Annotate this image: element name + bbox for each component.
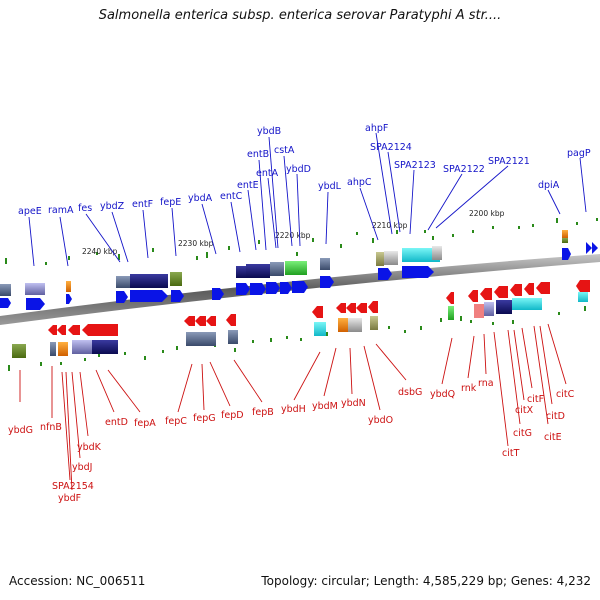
genome-title: Salmonella enterica subsp. enterica sero… <box>98 8 502 23</box>
bottom-gene-labels: ybdG nfnB SPA2154 ybdF ybdJ ybdK entD fe… <box>8 323 575 504</box>
gene-label: SPA2123 <box>394 160 436 171</box>
gene-label: ybdJ <box>72 462 92 473</box>
gene-label: ybdQ <box>430 389 455 400</box>
gene-label: citD <box>546 411 565 422</box>
gene-label: fepG <box>193 413 216 424</box>
gene-label: ybdN <box>341 398 366 409</box>
gene-label: entB <box>247 149 269 160</box>
gene-label: citE <box>544 432 562 443</box>
gene-label: fes <box>78 203 92 214</box>
gene-label: citG <box>513 428 532 439</box>
ruler-tick-label: 2240 kbp <box>82 247 118 256</box>
cog-blocks-top <box>0 230 568 296</box>
gene-label: ybdD <box>286 164 311 175</box>
gene-label: ybdB <box>257 126 281 137</box>
ruler-tick-label: 2210 kbp <box>372 221 408 230</box>
gene-label: SPA2121 <box>488 156 530 167</box>
gene-label: entC <box>220 191 243 202</box>
gene-label: apeE <box>18 206 42 217</box>
gene-label: pagP <box>567 148 591 159</box>
gene-label: rna <box>478 378 494 389</box>
gc-track-top <box>5 218 598 265</box>
forward-genes <box>0 242 598 310</box>
gene-label: dpiA <box>538 180 560 191</box>
gene-label: citC <box>556 389 575 400</box>
gene-label: SPA2122 <box>443 164 485 175</box>
reverse-genes <box>48 280 590 336</box>
gene-label: citX <box>515 405 534 416</box>
gene-label: fepA <box>134 418 156 429</box>
gene-label: entD <box>105 417 128 428</box>
gene-label: cstA <box>274 145 295 156</box>
genome-summary: Topology: circular; Length: 4,585,229 bp… <box>261 574 591 588</box>
gene-label: citT <box>502 448 520 459</box>
ruler-tick-label: 2220 kbp <box>275 231 311 240</box>
gene-label: citF <box>527 394 544 405</box>
gene-label: ybdM <box>312 401 338 412</box>
gene-label: ybdH <box>281 404 306 415</box>
gene-label: ybdK <box>77 442 102 453</box>
gene-label: ybdA <box>188 193 213 204</box>
gene-label: SPA2154 <box>52 481 94 492</box>
gene-label: fepB <box>252 407 274 418</box>
gene-label: ybdO <box>368 415 393 426</box>
gene-label: nfnB <box>40 422 62 433</box>
gene-label: fepE <box>160 197 181 208</box>
gene-label: ybdG <box>8 425 33 436</box>
ruler: 2240 kbp 2230 kbp 2220 kbp 2210 kbp 2200… <box>82 209 505 256</box>
gene-label: entF <box>132 199 153 210</box>
top-gene-labels: apeE ramA fes ybdZ entF fepE ybdA entC e… <box>18 123 591 267</box>
gene-label: ybdL <box>318 181 342 192</box>
gene-label: entE <box>237 180 259 191</box>
gene-label: rnk <box>461 383 477 394</box>
gene-label: fepC <box>165 416 187 427</box>
gene-label: SPA2124 <box>370 142 412 153</box>
gene-label: ahpC <box>347 177 372 188</box>
gc-track-bottom <box>8 306 586 371</box>
accession-label: Accession: NC_006511 <box>9 574 146 588</box>
gene-label: entA <box>256 168 279 179</box>
gene-label: ramA <box>48 205 74 216</box>
gene-label: ahpF <box>365 123 388 134</box>
gene-label: fepD <box>221 410 244 421</box>
gene-label: dsbG <box>398 387 422 398</box>
gene-label: ybdF <box>58 493 81 504</box>
ruler-tick-label: 2230 kbp <box>178 239 214 248</box>
gene-label: ybdZ <box>100 201 125 212</box>
cog-blocks-bottom <box>12 292 588 358</box>
ruler-tick-label: 2200 kbp <box>469 209 505 218</box>
